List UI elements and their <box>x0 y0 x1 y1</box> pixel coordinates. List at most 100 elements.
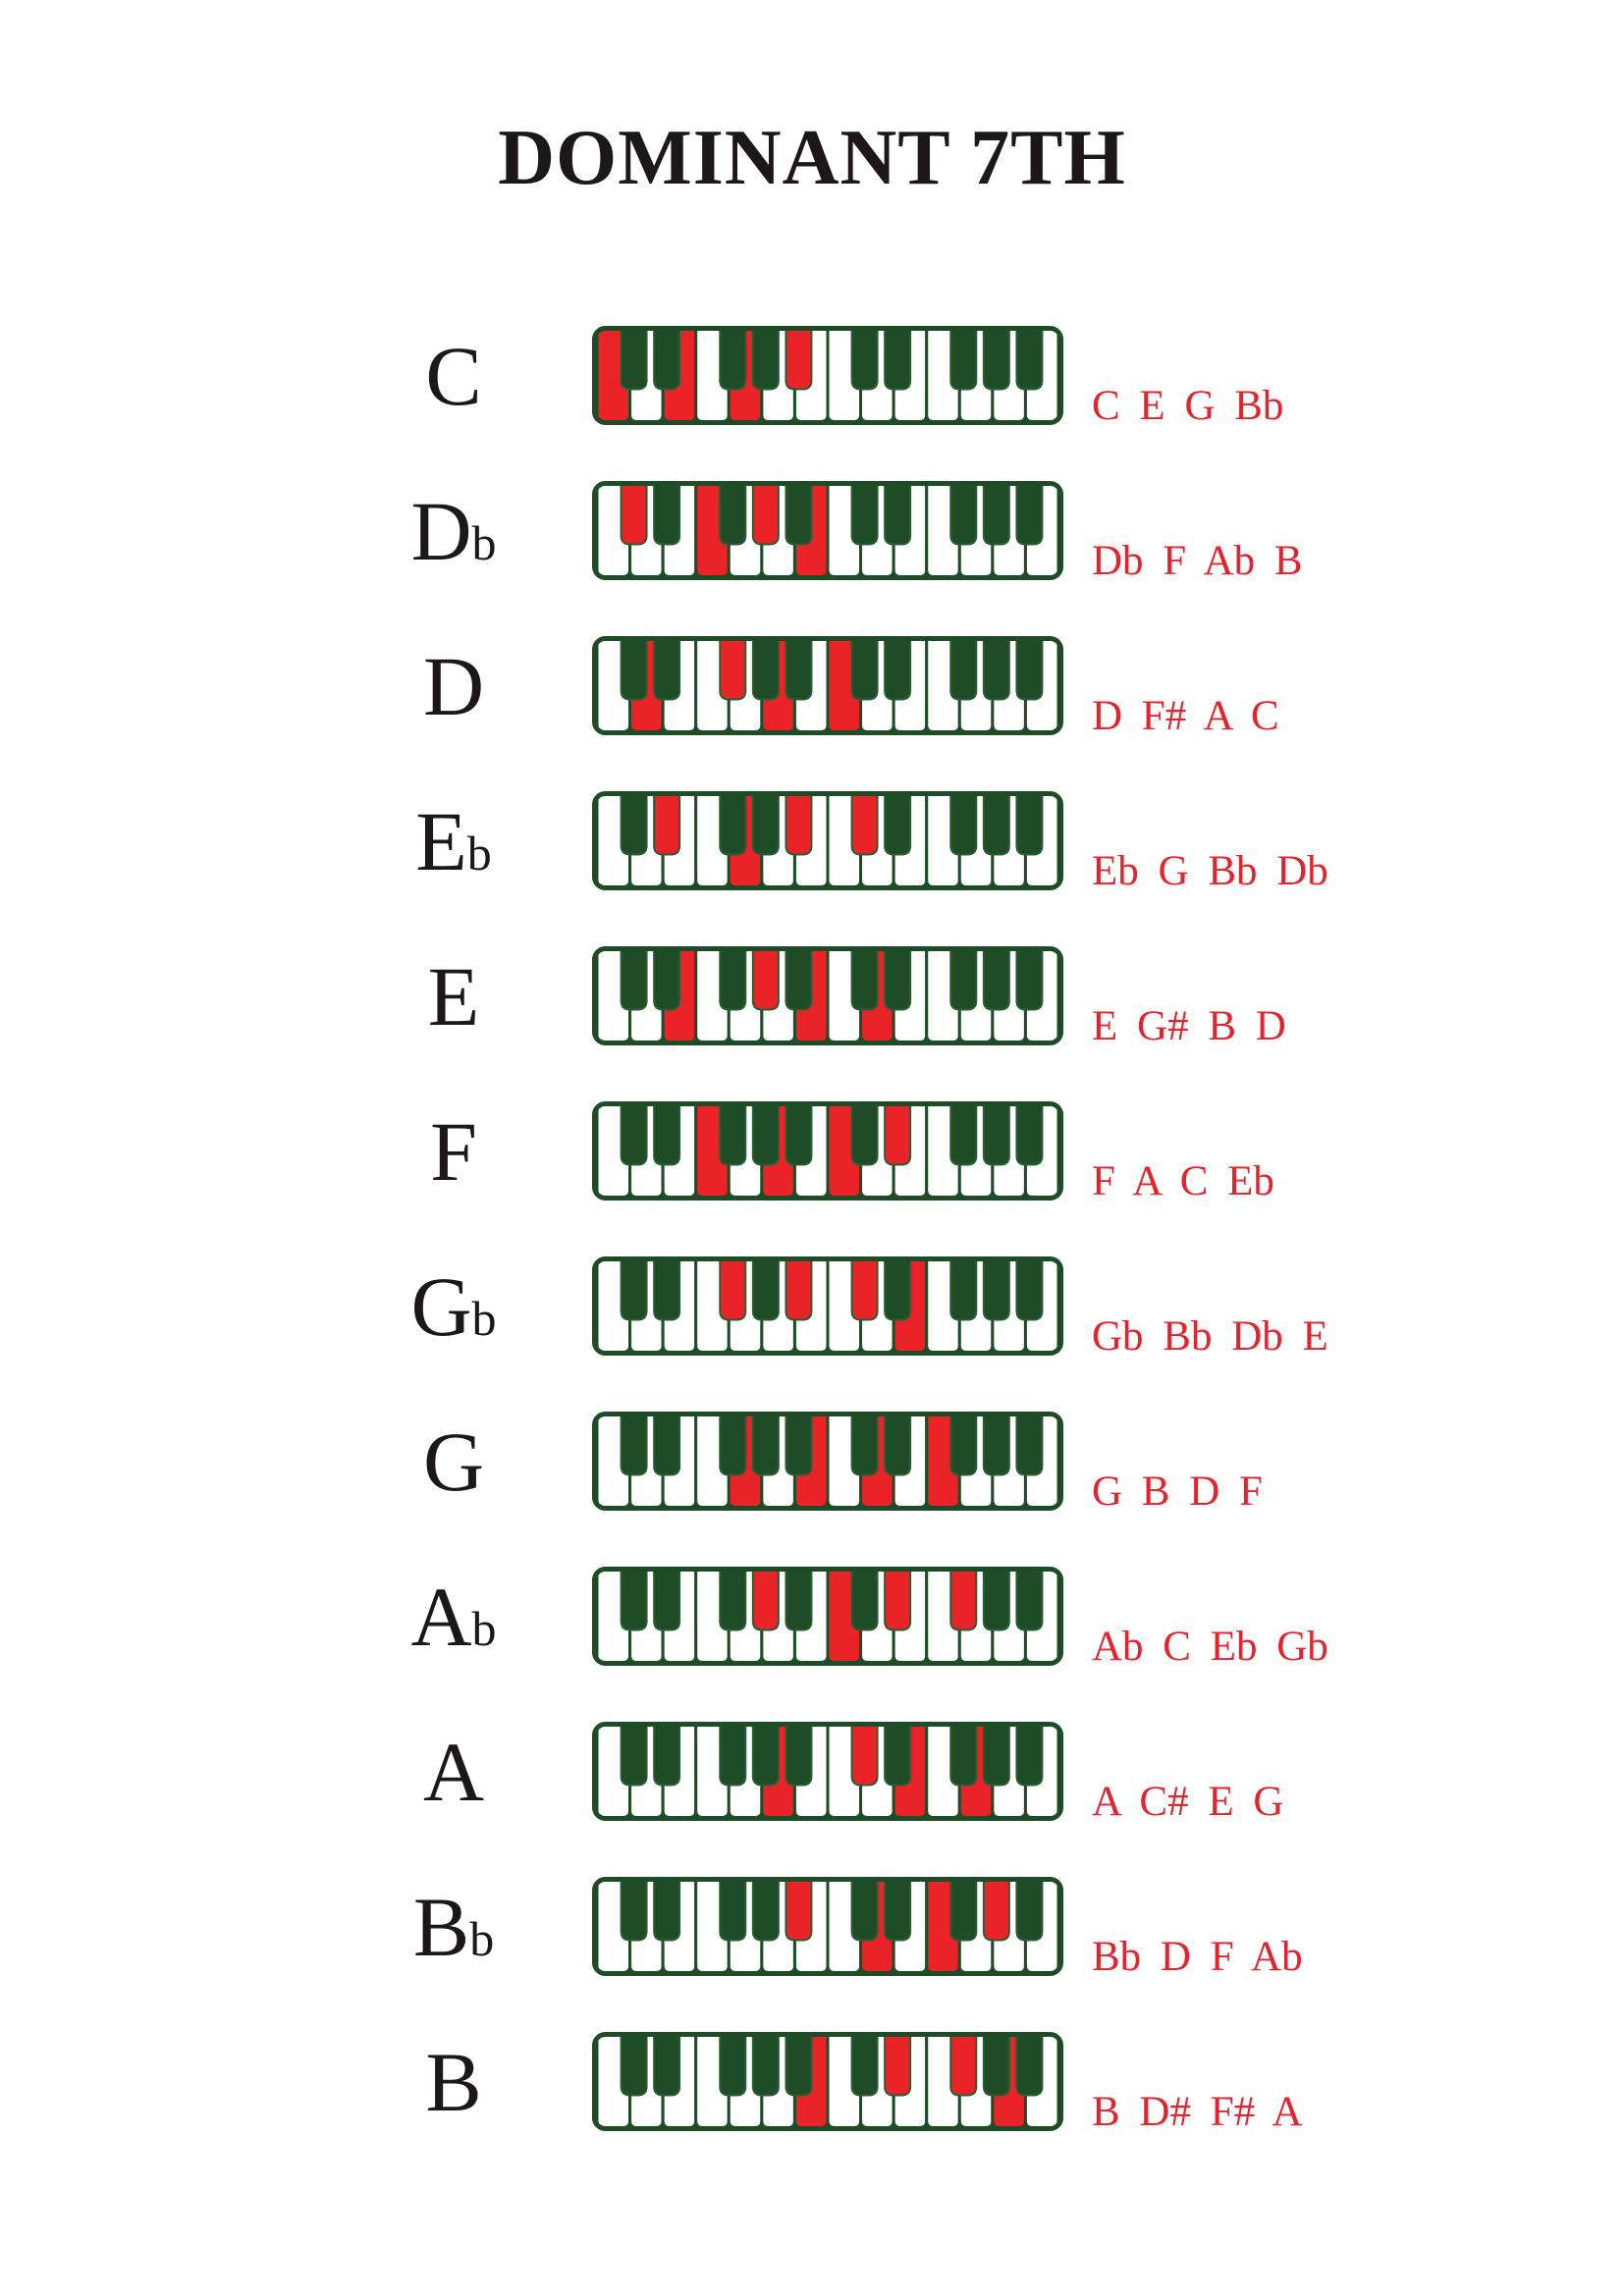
highlighted-black-key-D#2 <box>884 1103 912 1166</box>
black-key-C#2 <box>850 1103 879 1166</box>
highlighted-black-key-A#1 <box>785 328 813 391</box>
black-key-A#1 <box>785 948 813 1011</box>
keyboard-border <box>592 1567 1063 1666</box>
black-key-A#2 <box>1015 1258 1044 1321</box>
black-key-G#2 <box>982 638 1010 701</box>
chord-notes-text: G B D F <box>1092 1468 1263 1515</box>
highlighted-black-key-G#1 <box>751 483 780 546</box>
highlighted-black-key-A#1 <box>785 1258 813 1321</box>
black-key-A#1 <box>785 1569 813 1631</box>
highlighted-black-key-D#1 <box>653 793 681 856</box>
keyboard-border <box>592 2032 1063 2131</box>
black-key-G#1 <box>751 793 780 856</box>
keyboard-border <box>592 1101 1063 1201</box>
black-key-F#1 <box>719 2034 747 2097</box>
keyboard-diagram <box>592 946 1063 1045</box>
black-key-D#1 <box>653 2034 681 2097</box>
black-key-C#2 <box>850 328 879 391</box>
chord-label: Db <box>306 489 601 573</box>
highlighted-black-key-D#2 <box>884 1569 912 1631</box>
chord-label: Ab <box>306 1575 601 1659</box>
chord-letter: B <box>412 1880 470 1974</box>
black-key-F#1 <box>719 1103 747 1166</box>
keyboard-diagram <box>592 326 1063 425</box>
black-key-D#2 <box>884 1414 912 1476</box>
black-key-F#1 <box>719 1414 747 1476</box>
black-key-F#1 <box>719 328 747 391</box>
black-key-D#1 <box>653 1724 681 1787</box>
chord-row: D D F# A C <box>0 636 1624 737</box>
black-key-A#1 <box>785 1414 813 1476</box>
black-key-C#2 <box>850 1879 879 1942</box>
flat-sign: b <box>466 826 492 881</box>
black-key-G#2 <box>982 483 1010 546</box>
highlighted-black-key-G#1 <box>751 1569 780 1631</box>
chord-label: Bb <box>306 1885 601 1969</box>
highlighted-black-key-C#2 <box>850 1258 879 1321</box>
black-key-F#2 <box>949 793 978 856</box>
flat-sign: b <box>471 515 497 570</box>
chord-letter: D <box>410 484 472 578</box>
black-key-D#2 <box>884 1724 912 1787</box>
black-key-G#1 <box>751 1103 780 1166</box>
chord-notes-text: Gb Bb Db E <box>1092 1313 1328 1360</box>
black-key-A#1 <box>785 2034 813 2097</box>
black-key-A#2 <box>1015 1414 1044 1476</box>
black-key-A#1 <box>785 483 813 546</box>
chord-letter: A <box>422 1725 485 1819</box>
highlighted-black-key-C#1 <box>620 483 648 546</box>
chord-row: Gb Gb Bb Db E <box>0 1256 1624 1360</box>
black-key-C#2 <box>850 483 879 546</box>
black-key-A#1 <box>785 638 813 701</box>
black-key-A#2 <box>1015 948 1044 1011</box>
black-key-A#2 <box>1015 1879 1044 1942</box>
black-key-F#1 <box>719 793 747 856</box>
black-key-D#1 <box>653 1569 681 1631</box>
black-key-A#2 <box>1015 2034 1044 2097</box>
chord-row: F F A C Eb <box>0 1101 1624 1202</box>
chord-letter: D <box>422 639 485 733</box>
black-key-C#1 <box>620 1414 648 1476</box>
black-key-D#1 <box>653 483 681 546</box>
black-key-G#2 <box>982 1258 1010 1321</box>
chord-letter: C <box>425 329 482 423</box>
keyboard-diagram <box>592 1101 1063 1201</box>
black-key-D#1 <box>653 328 681 391</box>
keyboard-diagram <box>592 1722 1063 1821</box>
black-key-D#2 <box>884 483 912 546</box>
keyboard-diagram <box>592 1256 1063 1356</box>
page-title: DOMINANT 7TH <box>498 115 1126 201</box>
black-key-F#2 <box>949 1724 978 1787</box>
keyboard-border <box>592 946 1063 1045</box>
chord-label: A <box>306 1730 601 1814</box>
black-key-F#1 <box>719 1569 747 1631</box>
black-key-C#1 <box>620 1103 648 1166</box>
chord-row: Bb Bb D F Ab <box>0 1877 1624 1980</box>
chord-notes-text: Bb D F Ab <box>1092 1934 1303 1980</box>
flat-sign: b <box>469 1911 495 1966</box>
black-key-C#1 <box>620 638 648 701</box>
black-key-F#2 <box>949 1414 978 1476</box>
keyboard-border <box>592 791 1063 890</box>
black-key-F#2 <box>949 1879 978 1942</box>
black-key-A#2 <box>1015 328 1044 391</box>
black-key-G#1 <box>751 1258 780 1321</box>
highlighted-black-key-C#2 <box>850 1724 879 1787</box>
highlighted-black-key-F#2 <box>949 1569 978 1631</box>
black-key-C#2 <box>850 2034 879 2097</box>
black-key-A#2 <box>1015 1569 1044 1631</box>
keyboard-border <box>592 481 1063 580</box>
highlighted-black-key-G#1 <box>751 948 780 1011</box>
keyboard-diagram <box>592 791 1063 890</box>
black-key-D#1 <box>653 948 681 1011</box>
black-key-G#1 <box>751 638 780 701</box>
keyboard-diagram <box>592 1412 1063 1511</box>
black-key-F#1 <box>719 483 747 546</box>
black-key-A#1 <box>785 1724 813 1787</box>
chord-notes-text: C E G Bb <box>1092 383 1284 429</box>
black-key-G#1 <box>751 328 780 391</box>
black-key-G#2 <box>982 793 1010 856</box>
chord-label: F <box>306 1109 601 1194</box>
keyboard-diagram <box>592 1877 1063 1976</box>
